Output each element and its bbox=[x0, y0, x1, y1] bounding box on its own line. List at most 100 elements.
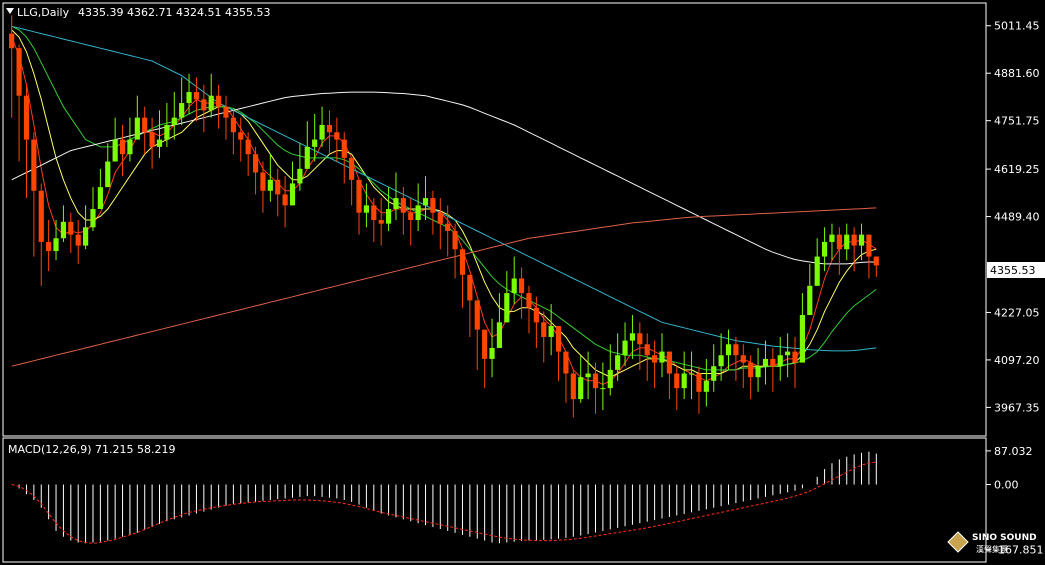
candle bbox=[230, 110, 236, 155]
candle-body bbox=[541, 322, 547, 337]
candle-body bbox=[289, 183, 296, 206]
moving-average-line-3 bbox=[11, 25, 877, 371]
candle bbox=[164, 103, 170, 147]
candle bbox=[349, 157, 355, 206]
candle-body bbox=[777, 355, 783, 367]
candle-body bbox=[23, 95, 30, 140]
candle-body bbox=[422, 198, 429, 206]
candle bbox=[393, 172, 399, 220]
moving-average-line-4 bbox=[11, 25, 877, 352]
candle bbox=[415, 183, 421, 231]
candle-body bbox=[171, 117, 177, 125]
candle bbox=[873, 256, 879, 277]
moving-average-lines bbox=[11, 25, 877, 386]
candle-body bbox=[46, 241, 52, 252]
last-price-label: 4355.53 bbox=[990, 264, 1036, 277]
candle bbox=[858, 223, 865, 261]
candle-body bbox=[208, 95, 214, 111]
candle bbox=[578, 355, 584, 403]
price-tick-label: 4751.75 bbox=[994, 115, 1040, 128]
candle bbox=[770, 347, 776, 392]
watermark-brand: SINO SOUND bbox=[972, 533, 1037, 543]
candle bbox=[459, 249, 466, 308]
price-tick-label: 4881.60 bbox=[994, 67, 1040, 80]
candle-body bbox=[563, 351, 569, 374]
candle bbox=[119, 124, 126, 177]
price-tick-label: 4619.25 bbox=[994, 163, 1040, 176]
candle-body bbox=[858, 234, 865, 246]
candle-body bbox=[570, 373, 576, 400]
candle bbox=[53, 220, 59, 261]
candle bbox=[666, 351, 672, 400]
candle bbox=[696, 366, 702, 414]
candle bbox=[829, 223, 835, 261]
candle bbox=[223, 95, 229, 140]
price-tick-label: 4489.40 bbox=[994, 211, 1040, 224]
candle-body bbox=[60, 221, 67, 239]
candle bbox=[245, 132, 251, 177]
candle bbox=[134, 95, 140, 140]
candle-body bbox=[349, 157, 355, 180]
candle bbox=[652, 340, 658, 389]
candle-body bbox=[297, 168, 303, 184]
candle-body bbox=[762, 358, 769, 367]
candle bbox=[496, 293, 503, 348]
candle bbox=[526, 285, 532, 334]
candle-body bbox=[408, 212, 414, 220]
candle-body bbox=[844, 234, 850, 250]
candle-body bbox=[792, 351, 798, 363]
candle-body bbox=[718, 355, 724, 367]
candle bbox=[83, 205, 89, 250]
candle bbox=[400, 187, 406, 235]
candle bbox=[16, 44, 22, 162]
candle-body bbox=[873, 256, 879, 266]
candle-body bbox=[193, 92, 200, 100]
main-panel: 5011.45 4881.60 4751.75 4619.25 4489.40 4227.… bbox=[2, 2, 1045, 437]
candle bbox=[674, 366, 680, 411]
candle-body bbox=[851, 234, 857, 246]
candle-body bbox=[252, 154, 259, 173]
watermark-logo: SINO SOUND 漢聲集團 bbox=[947, 531, 1037, 554]
candle-body bbox=[275, 179, 281, 195]
candle bbox=[777, 336, 783, 381]
candle-body bbox=[341, 139, 347, 158]
candle bbox=[585, 351, 591, 400]
candle bbox=[142, 106, 148, 155]
candle bbox=[156, 110, 163, 158]
candle bbox=[548, 304, 554, 356]
candle bbox=[275, 168, 281, 217]
candle bbox=[363, 183, 369, 228]
candle-body bbox=[363, 205, 369, 213]
candle-body bbox=[504, 293, 510, 323]
candle-body bbox=[592, 373, 599, 389]
candle bbox=[437, 198, 443, 250]
candle bbox=[201, 84, 207, 133]
candle bbox=[445, 205, 451, 257]
candle-body bbox=[75, 234, 81, 246]
candle-body bbox=[334, 132, 340, 140]
candle bbox=[90, 187, 96, 231]
price-tick-label: 3967.35 bbox=[994, 401, 1040, 414]
candle bbox=[75, 220, 81, 264]
candle-body bbox=[31, 139, 37, 191]
candle-body bbox=[482, 329, 488, 359]
candle bbox=[430, 190, 436, 235]
candle-body bbox=[511, 278, 517, 294]
candle bbox=[334, 117, 340, 162]
candle-body bbox=[519, 278, 525, 294]
candle bbox=[718, 333, 724, 381]
candle bbox=[555, 326, 562, 381]
candle bbox=[807, 263, 813, 316]
candle bbox=[216, 84, 222, 129]
candle-body bbox=[607, 369, 613, 389]
candle-body bbox=[688, 373, 695, 375]
candle-body bbox=[142, 117, 148, 133]
candle bbox=[688, 351, 695, 400]
candle-body bbox=[866, 234, 872, 257]
candle-body bbox=[821, 241, 828, 257]
dropdown-triangle-icon[interactable] bbox=[6, 8, 14, 14]
candle bbox=[267, 154, 273, 202]
candle-body bbox=[400, 198, 406, 213]
candle bbox=[112, 117, 118, 162]
candle bbox=[378, 198, 384, 246]
